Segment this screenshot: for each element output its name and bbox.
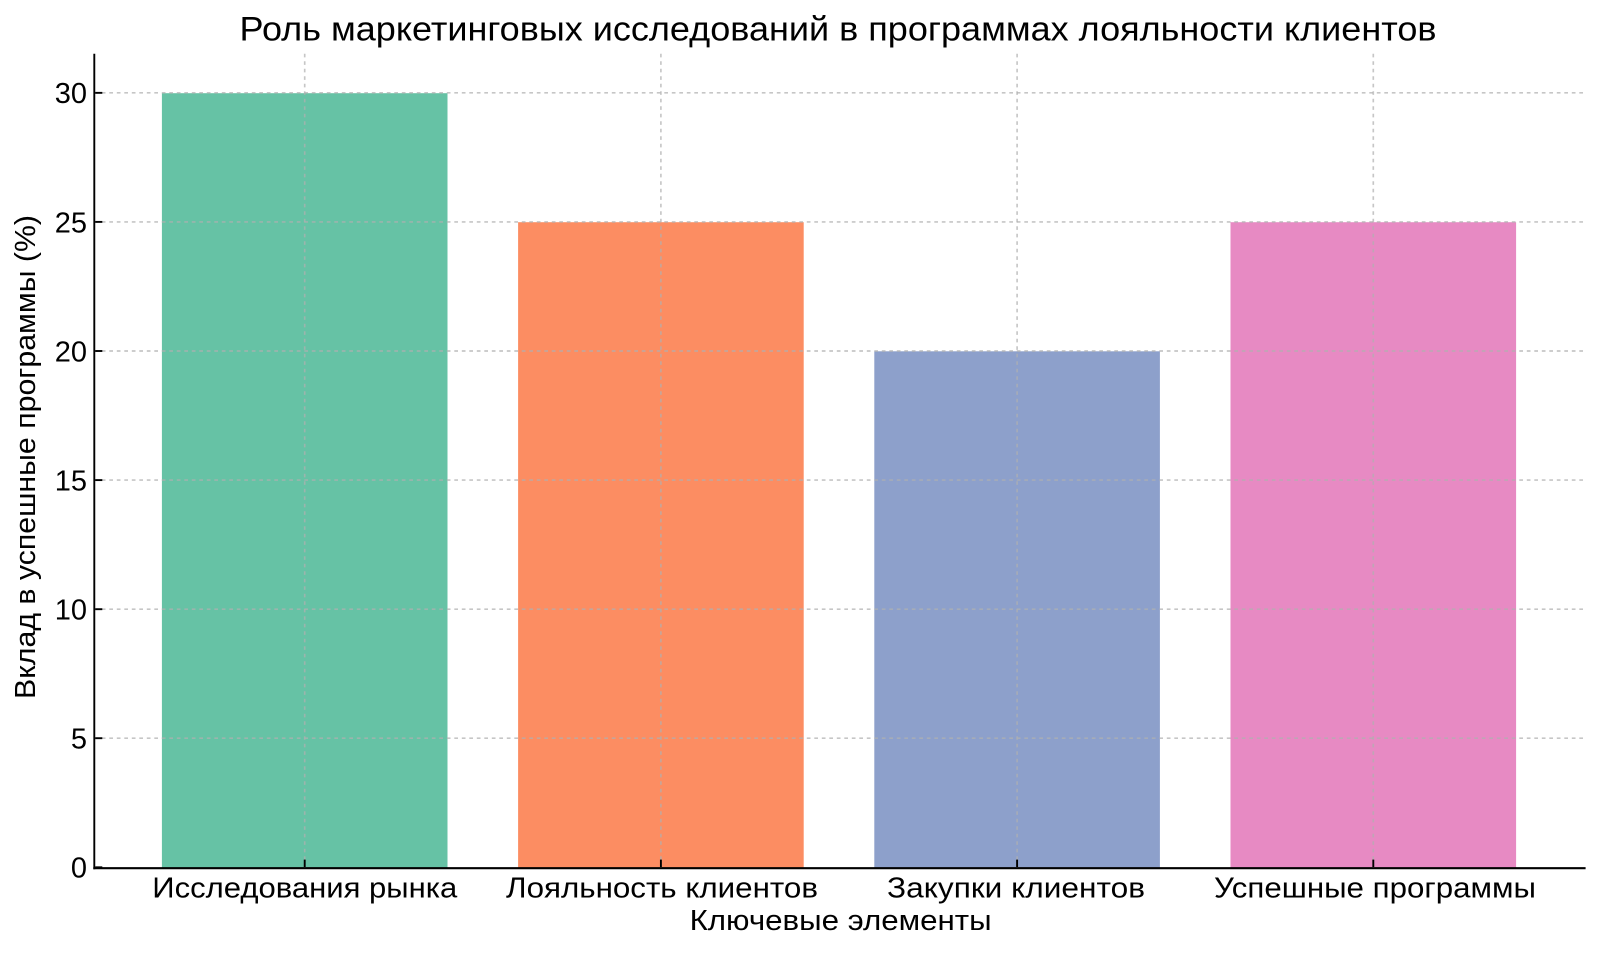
svg-text:Вклад в успешные программы (%): Вклад в успешные программы (%) xyxy=(10,215,42,699)
svg-text:Закупки клиентов: Закупки клиентов xyxy=(887,873,1145,905)
svg-text:0: 0 xyxy=(71,853,87,885)
svg-text:Роль маркетинговых исследовани: Роль маркетинговых исследований в програ… xyxy=(240,10,1437,48)
svg-text:25: 25 xyxy=(55,207,87,239)
svg-text:Ключевые элементы: Ключевые элементы xyxy=(690,905,992,937)
svg-text:10: 10 xyxy=(55,595,87,627)
svg-text:5: 5 xyxy=(71,724,87,756)
svg-text:Успешные программы: Успешные программы xyxy=(1214,873,1536,905)
svg-text:20: 20 xyxy=(55,336,87,368)
svg-text:15: 15 xyxy=(55,465,87,497)
svg-text:Исследования рынка: Исследования рынка xyxy=(152,873,458,905)
svg-text:30: 30 xyxy=(55,78,87,110)
svg-text:Лояльность клиентов: Лояльность клиентов xyxy=(506,873,818,905)
